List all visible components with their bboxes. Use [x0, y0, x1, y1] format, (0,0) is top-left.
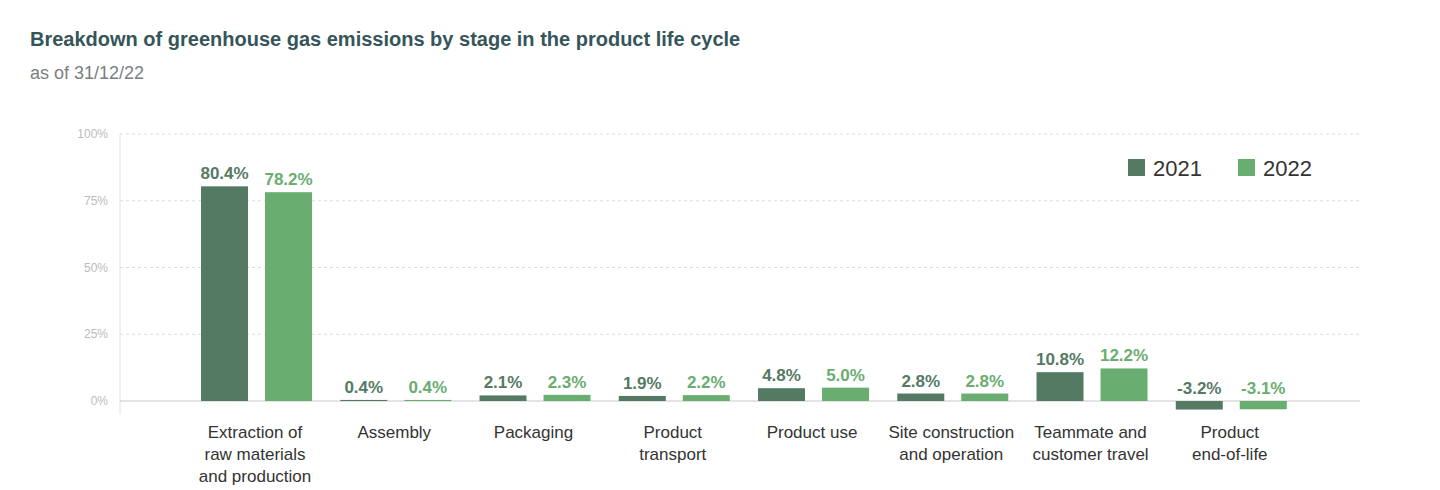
- data-label: 2.3%: [548, 373, 587, 392]
- data-label: 2.8%: [965, 372, 1004, 391]
- category-label-line: Packaging: [494, 423, 573, 442]
- y-tick-label: 50%: [84, 261, 108, 275]
- bar: [619, 396, 666, 401]
- bar: [265, 192, 312, 401]
- grid-line: [120, 134, 1360, 135]
- category-label: Extraction of raw materials and production: [199, 423, 311, 486]
- data-label: 5.0%: [826, 366, 865, 385]
- category-label-line: and production: [199, 467, 311, 486]
- bar: [1176, 401, 1223, 410]
- bar: [1037, 372, 1084, 401]
- y-tick-label: 25%: [84, 327, 108, 341]
- title: Breakdown of greenhouse gas emissions by…: [30, 28, 740, 50]
- bar: [1101, 368, 1148, 401]
- category-label-line: Product: [643, 423, 702, 442]
- data-label: 2.2%: [687, 373, 726, 392]
- data-label: 78.2%: [264, 170, 312, 189]
- category-label: Site construction and operation: [888, 423, 1014, 464]
- y-tick-label: 0%: [91, 394, 109, 408]
- category-label: Assembly: [357, 423, 431, 442]
- y-tick-label: 75%: [84, 194, 108, 208]
- data-label: 1.9%: [623, 374, 662, 393]
- category-label: Packaging: [494, 423, 573, 442]
- category-label-line: end-of-life: [1192, 445, 1268, 464]
- legend-swatch: [1238, 159, 1255, 176]
- data-label: 12.2%: [1100, 346, 1148, 365]
- category-label: Product use: [767, 423, 858, 442]
- y-axis-line: [120, 134, 121, 414]
- bar: [961, 394, 1008, 401]
- category-label-line: Product use: [767, 423, 858, 442]
- category-label: Teammate and customer travel: [1032, 423, 1148, 464]
- data-label: 0.4%: [408, 378, 447, 397]
- category-label-line: Assembly: [357, 423, 431, 442]
- data-label: 0.4%: [344, 378, 383, 397]
- chart-container: Breakdown of greenhouse gas emissions by…: [0, 0, 1440, 490]
- data-label: 10.8%: [1036, 350, 1084, 369]
- bar: [683, 395, 730, 401]
- bar: [822, 388, 869, 401]
- data-label: 80.4%: [200, 164, 248, 183]
- category-label: Product transport: [639, 423, 706, 464]
- data-label: 4.8%: [762, 366, 801, 385]
- category-label-line: Extraction of: [208, 423, 303, 442]
- legend-swatch: [1128, 159, 1145, 176]
- data-labels: 80.4% 0.4% 2.1% 1.9% 4.8% 2.8% 10.8% -3.2% 78.2%…: [200, 164, 1285, 398]
- bar: [897, 394, 944, 401]
- bar: [404, 400, 451, 401]
- category-label-line: Teammate and: [1034, 423, 1146, 442]
- bar: [544, 395, 591, 401]
- data-label: 2.1%: [484, 373, 523, 392]
- category-label-line: customer travel: [1032, 445, 1148, 464]
- bars: [201, 186, 1287, 409]
- data-label: -3.1%: [1241, 379, 1285, 398]
- bar: [758, 388, 805, 401]
- category-label-line: Site construction: [888, 423, 1014, 442]
- y-tick-label: 100%: [77, 127, 108, 141]
- bar: [1240, 401, 1287, 409]
- category-label-line: and operation: [899, 445, 1003, 464]
- bar: [480, 395, 527, 401]
- data-label: 2.8%: [901, 372, 940, 391]
- category-label-line: Product: [1200, 423, 1259, 442]
- bar: [201, 186, 248, 401]
- legend-label: 2021: [1153, 156, 1202, 181]
- chart-svg: Breakdown of greenhouse gas emissions by…: [0, 0, 1440, 490]
- category-label: Product end-of-life: [1192, 423, 1268, 464]
- bar: [340, 400, 387, 401]
- subtitle: as of 31/12/22: [30, 63, 144, 83]
- data-label: -3.2%: [1177, 379, 1221, 398]
- category-label-line: raw materials: [204, 445, 305, 464]
- legend-label: 2022: [1263, 156, 1312, 181]
- category-label-line: transport: [639, 445, 706, 464]
